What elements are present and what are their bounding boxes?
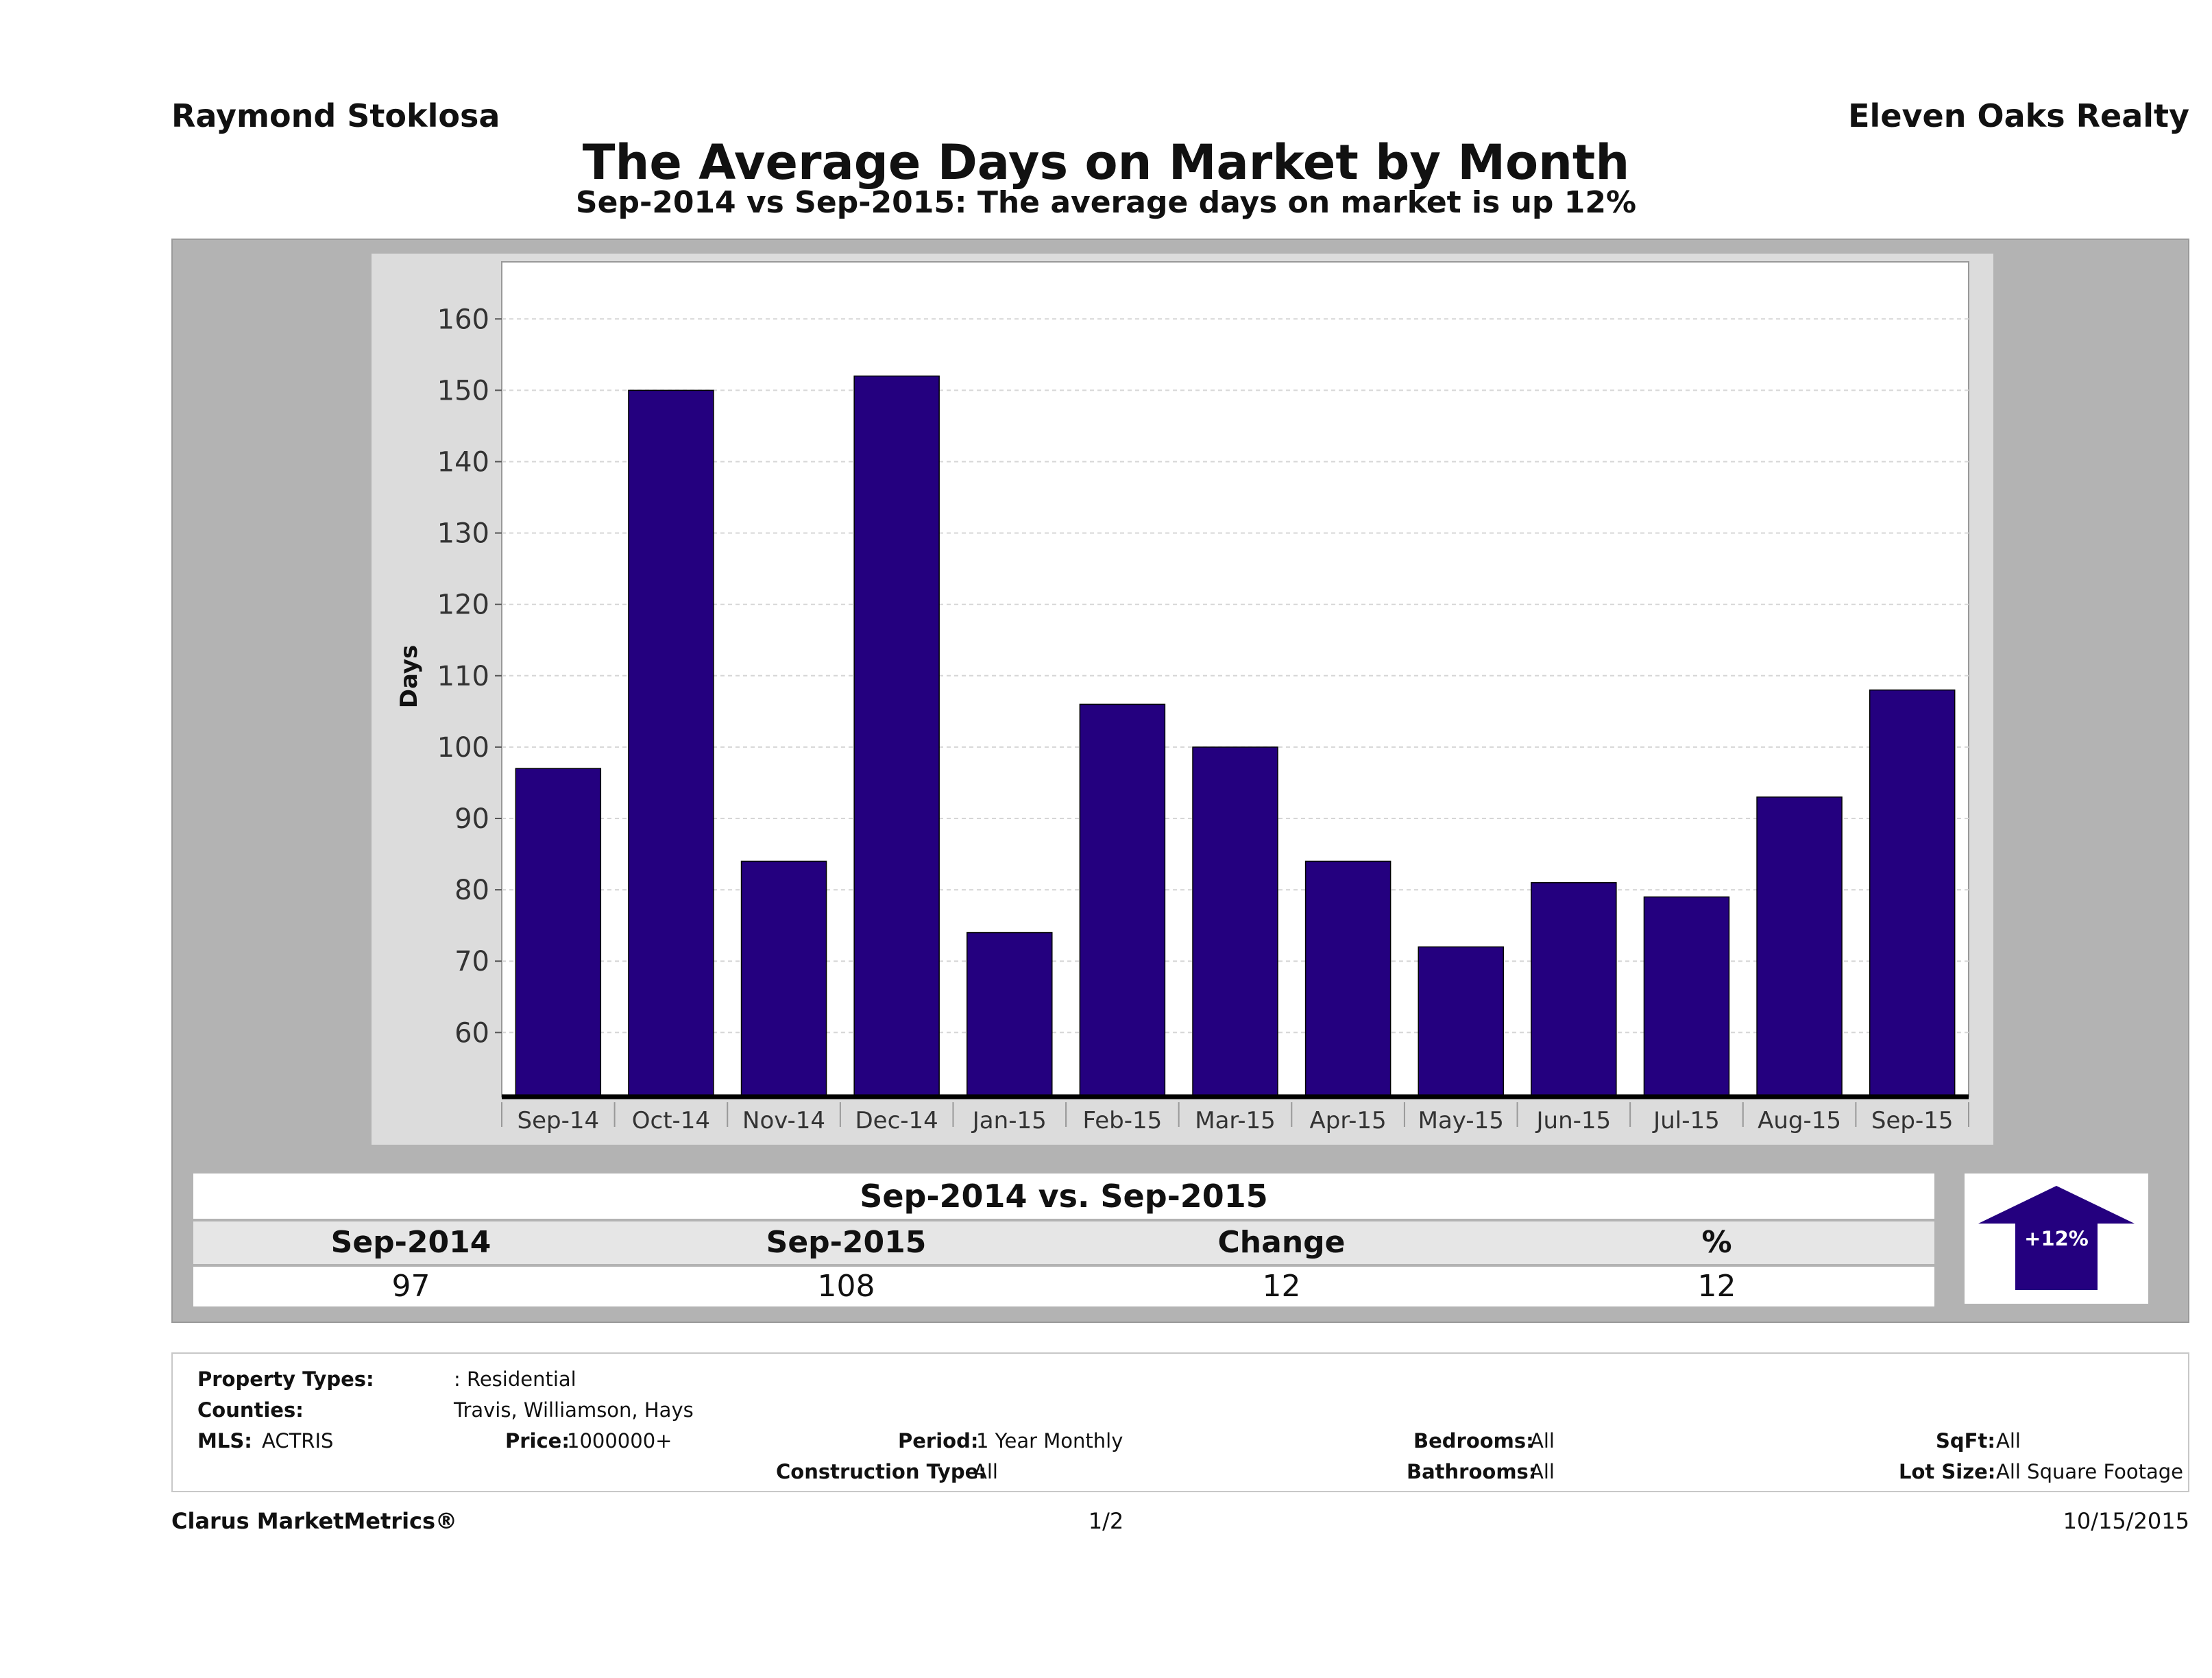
period-label: Period:	[898, 1429, 979, 1452]
bathrooms-label: Bathrooms:	[1407, 1460, 1537, 1483]
x-tick-label: Jul-15	[1652, 1107, 1720, 1134]
x-tick-label: Sep-15	[1871, 1107, 1954, 1134]
counties-label: Counties:	[197, 1398, 304, 1422]
y-tick-label: 120	[437, 589, 489, 621]
comparison-value-end: 108	[817, 1269, 875, 1304]
y-tick-label: 90	[454, 803, 489, 835]
comparison-value-percent: 12	[1697, 1269, 1736, 1304]
property-types-label: Property Types:	[197, 1367, 374, 1391]
x-tick-label: May-15	[1418, 1107, 1504, 1134]
x-tick-label: Nov-14	[742, 1107, 825, 1134]
comparison-value-start: 97	[391, 1269, 430, 1304]
bar	[1418, 946, 1504, 1097]
bar	[1079, 703, 1166, 1097]
change-badge-box: +12%	[1965, 1174, 2148, 1304]
footer-date: 10/15/2015	[2063, 1508, 2189, 1534]
y-axis-label: Days	[396, 645, 423, 709]
x-tick-label: Aug-15	[1758, 1107, 1841, 1134]
y-tick-label: 160	[437, 304, 489, 335]
bar	[1869, 689, 1956, 1097]
price-label: Price:	[505, 1429, 570, 1452]
comparison-header-percent: %	[1701, 1225, 1732, 1260]
bedrooms-value: All	[1530, 1429, 1555, 1452]
x-tick-label: Mar-15	[1195, 1107, 1276, 1134]
y-tick-label: 130	[437, 518, 489, 550]
comparison-values-row: 97 108 12 12	[193, 1267, 1934, 1306]
x-tick-label: Jan-15	[971, 1107, 1047, 1134]
bar	[967, 932, 1053, 1097]
bar	[515, 768, 602, 1097]
chart-title: The Average Days on Market by Month	[582, 134, 1630, 191]
company-name: Eleven Oaks Realty	[1848, 97, 2189, 134]
chart-subtitle: Sep-2014 vs Sep-2015: The average days o…	[575, 185, 1637, 220]
construction-type-label: Construction Type:	[776, 1460, 986, 1483]
footer-brand: Clarus MarketMetrics®	[171, 1508, 458, 1534]
sqft-value: All	[1996, 1429, 2021, 1452]
x-tick-label: Sep-14	[517, 1107, 599, 1134]
x-tick-label: Dec-14	[855, 1107, 938, 1134]
y-tick-label: 70	[454, 946, 489, 977]
up-arrow-icon: +12%	[1978, 1186, 2135, 1290]
x-tick-label: Apr-15	[1310, 1107, 1387, 1134]
construction-type-value: All	[973, 1460, 998, 1483]
bar	[1304, 860, 1391, 1097]
bar	[1192, 746, 1278, 1097]
bar	[853, 375, 940, 1097]
sqft-label: SqFt:	[1936, 1429, 1995, 1452]
y-tick-label: 150	[437, 375, 489, 406]
property-types-value: : Residential	[454, 1367, 576, 1391]
agent-name: Raymond Stoklosa	[171, 97, 500, 134]
bar	[740, 860, 827, 1097]
y-tick-label: 110	[437, 661, 489, 692]
change-badge-label: +12%	[2024, 1227, 2089, 1250]
footer-page-number: 1/2	[1088, 1508, 1124, 1534]
filter-info-panel: Property Types: : Residential Counties: …	[171, 1352, 2189, 1492]
bedrooms-label: Bedrooms:	[1413, 1429, 1534, 1452]
x-tick-label: Jun-15	[1535, 1107, 1612, 1134]
x-tick-label: Feb-15	[1083, 1107, 1163, 1134]
x-tick-label: Oct-14	[632, 1107, 710, 1134]
lot-size-label: Lot Size:	[1899, 1460, 1996, 1483]
period-value: 1 Year Monthly	[976, 1429, 1123, 1452]
y-tick-label: 60	[454, 1017, 489, 1049]
comparison-header-change: Change	[1217, 1225, 1346, 1260]
bar	[1756, 797, 1843, 1097]
y-tick-label: 100	[437, 732, 489, 764]
counties-value: Travis, Williamson, Hays	[454, 1398, 694, 1422]
comparison-value-change: 12	[1262, 1269, 1301, 1304]
comparison-title: Sep-2014 vs. Sep-2015	[193, 1174, 1934, 1219]
comparison-header-row: Sep-2014 Sep-2015 Change %	[193, 1221, 1934, 1264]
price-value: 1000000+	[567, 1429, 672, 1452]
comparison-header-end: Sep-2015	[766, 1225, 927, 1260]
mls-label: MLS:	[197, 1429, 252, 1452]
bar	[1531, 881, 1617, 1097]
comparison-header-start: Sep-2014	[330, 1225, 491, 1260]
y-tick-label: 80	[454, 875, 489, 906]
y-tick-label: 140	[437, 446, 489, 478]
bar-chart: 60 70 80 90 100 110 120 130 140 150 160 Sep-14 Oct-1…	[396, 261, 1969, 1134]
bar	[628, 389, 714, 1097]
bathrooms-value: All	[1530, 1460, 1555, 1483]
mls-value: ACTRIS	[262, 1429, 334, 1452]
lot-size-value: All Square Footage	[1996, 1460, 2184, 1483]
bar	[1643, 896, 1730, 1097]
